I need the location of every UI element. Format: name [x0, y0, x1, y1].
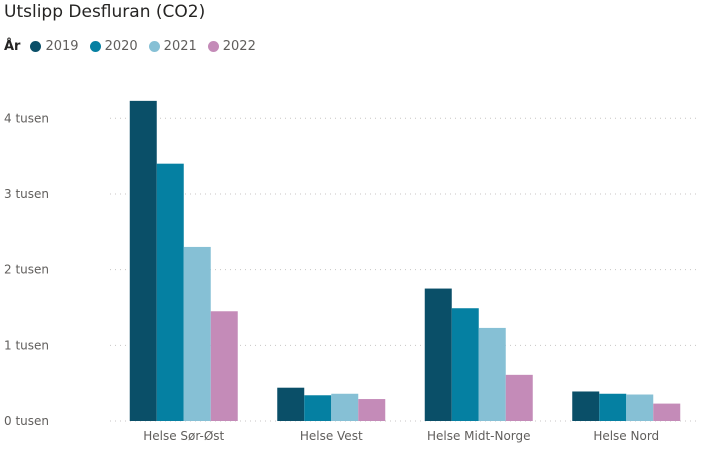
y-tick-label: 1 tusen	[4, 338, 49, 352]
legend-title: År	[4, 38, 21, 54]
bar-2022-helse-midt-norge[interactable]	[505, 374, 533, 421]
legend-label-2020: 2020	[104, 38, 138, 54]
bar-2022-helse-s-r-st[interactable]	[210, 311, 238, 421]
x-category-label: Helse Nord	[593, 429, 659, 443]
bar-2021-helse-s-r-st[interactable]	[183, 246, 211, 421]
legend-swatch-2021	[148, 40, 160, 52]
bar-2019-helse-midt-norge[interactable]	[424, 288, 452, 421]
gridlines	[110, 117, 700, 422]
bar-2020-helse-nord[interactable]	[599, 393, 627, 421]
bar-2020-helse-midt-norge[interactable]	[451, 308, 479, 421]
y-tick-label: 2 tusen	[4, 263, 49, 277]
bar-2020-helse-vest[interactable]	[304, 395, 332, 421]
legend-item-2019[interactable]: 2019	[30, 38, 79, 54]
bar-2022-helse-vest[interactable]	[358, 399, 386, 421]
legend-item-2022[interactable]: 2022	[207, 38, 256, 54]
x-axis-category-labels: Helse Sør-Øst Helse Vest Helse Midt-Norge H…	[143, 429, 659, 443]
x-category-label: Helse Sør-Øst	[143, 429, 224, 443]
y-tick-label: 0 tusen	[4, 414, 49, 428]
legend-swatch-2020	[89, 40, 101, 52]
legend: År 2019 2020 2021 2022	[4, 36, 267, 56]
bar-2021-helse-vest[interactable]	[331, 393, 359, 421]
bar-2019-helse-s-r-st[interactable]	[129, 100, 157, 421]
y-tick-label: 3 tusen	[4, 187, 49, 201]
legend-swatch-2022	[207, 40, 219, 52]
y-axis-tick-labels: 0 tusen 1 tusen 2 tusen 3 tusen 4 tusen	[4, 111, 49, 428]
bar-2022-helse-nord[interactable]	[653, 403, 681, 421]
x-category-label: Helse Vest	[300, 429, 363, 443]
legend-label-2019: 2019	[45, 38, 79, 54]
bar-2021-helse-nord[interactable]	[626, 394, 654, 421]
legend-item-2020[interactable]: 2020	[89, 38, 138, 54]
x-category-label: Helse Midt-Norge	[427, 429, 531, 443]
legend-label-2021: 2021	[163, 38, 197, 54]
legend-swatch-2019	[30, 40, 42, 52]
y-tick-label: 4 tusen	[4, 111, 49, 125]
legend-item-2021[interactable]: 2021	[148, 38, 197, 54]
bar-2021-helse-midt-norge[interactable]	[478, 327, 506, 421]
chart-title: Utslipp Desfluran (CO2)	[4, 2, 206, 22]
legend-label-2022: 2022	[222, 38, 256, 54]
bar-2019-helse-vest[interactable]	[277, 387, 305, 421]
bars	[129, 100, 681, 421]
bar-2020-helse-s-r-st[interactable]	[156, 163, 184, 421]
bar-2019-helse-nord[interactable]	[572, 391, 600, 421]
